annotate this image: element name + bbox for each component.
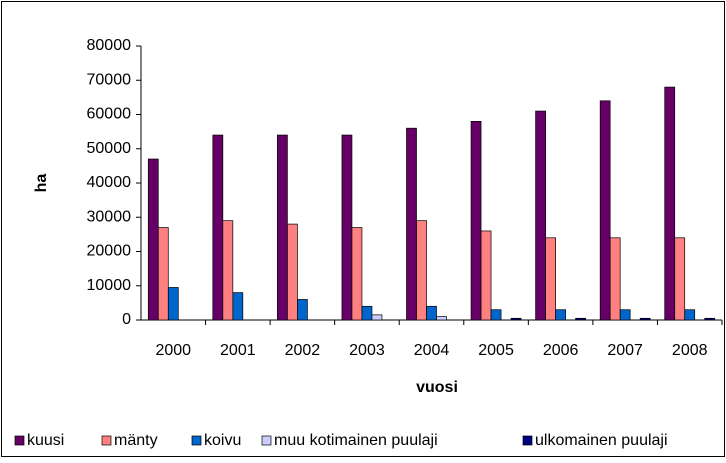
y-axis-label: ha [33,174,50,193]
x-axis-label: vuosi [416,379,458,396]
bar [277,134,288,321]
y-tick-label: 70000 [87,71,132,88]
legend-swatch [522,435,533,446]
bar [609,237,621,321]
bar [599,100,611,321]
x-tick-label: 2006 [543,342,579,359]
x-tick-label: 2001 [220,342,256,359]
x-tick-label: 2005 [478,342,514,359]
bar [510,317,522,321]
legend-label: kuusi [27,432,64,449]
bar [406,127,417,321]
bar [575,317,586,321]
bar [232,292,244,321]
bar [167,287,179,321]
bar [147,158,159,321]
x-tick-label: 2007 [607,342,643,359]
x-tick-label: 2000 [155,342,191,359]
bar [664,86,676,321]
bar [674,237,686,321]
bar [545,237,556,321]
bar [351,227,363,321]
y-tick-label: 50000 [87,140,132,157]
x-tick-label: 2002 [285,342,321,359]
bar [361,305,373,321]
y-tick-label: 40000 [87,174,132,191]
x-tick-label: 2004 [414,342,450,359]
y-tick-label: 30000 [87,208,132,225]
y-tick-label: 10000 [87,277,132,294]
legend-swatch [261,435,272,446]
bar [535,110,546,321]
bar [704,317,716,321]
x-tick-label: 2008 [672,342,708,359]
legend-label: mänty [114,432,158,449]
bar [416,220,427,321]
bar [297,299,308,321]
bar [341,134,353,321]
bar [287,223,298,321]
bar [426,305,437,321]
bar [490,309,502,321]
bar [371,314,383,321]
legend-swatch [191,435,202,446]
legend-label: ulkomainen puulaji [535,432,668,449]
bar [619,309,631,321]
bar [470,120,482,321]
bar [436,316,447,321]
legend-label: muu kotimainen puulaji [274,432,438,449]
y-tick-label: 80000 [87,37,132,54]
bar [480,230,492,321]
legend-label: koivu [204,432,241,449]
y-tick-label: 20000 [87,243,132,260]
bar [639,317,651,321]
bar [684,309,696,321]
y-tick-label: 60000 [87,106,132,123]
legend-swatch [101,435,112,446]
y-tick-label: 0 [122,311,131,328]
x-tick-label: 2003 [349,342,385,359]
legend-swatch [14,435,25,446]
bar [555,309,566,321]
bar [157,227,169,321]
bar [222,220,234,321]
bar [212,134,224,321]
